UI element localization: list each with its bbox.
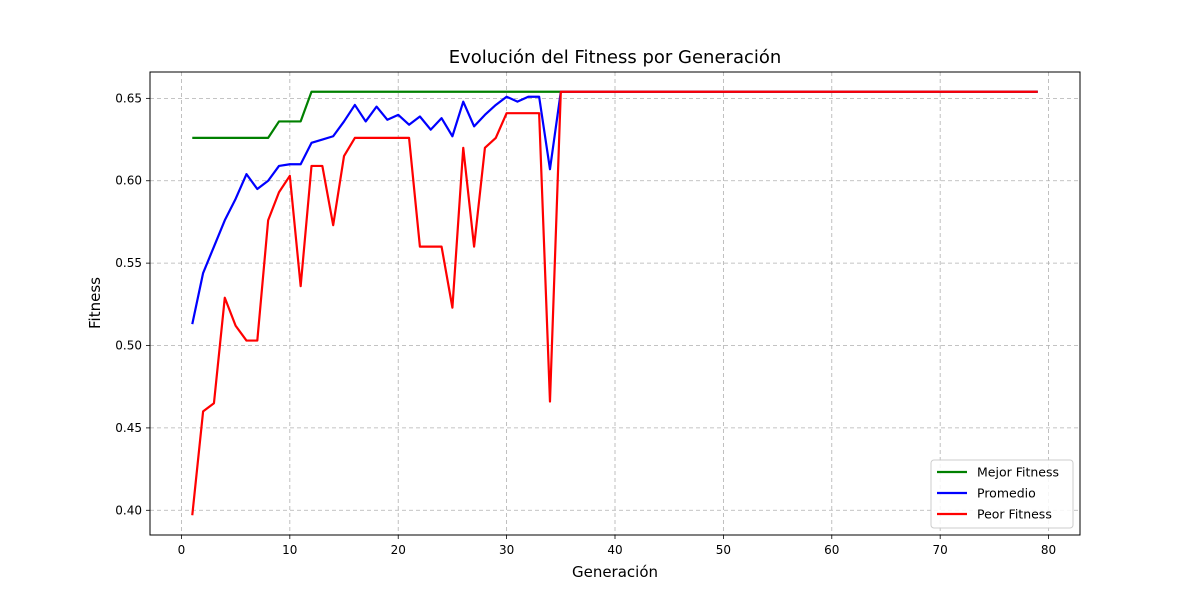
series-lines	[191, 90, 1038, 516]
legend-label-promedio: Promedio	[977, 486, 1036, 501]
y-tick-label: 0.50	[115, 339, 142, 353]
x-tick-label: 10	[282, 543, 297, 557]
legend-box	[930, 459, 1074, 529]
legend-label-peor-fitness: Peor Fitness	[977, 507, 1052, 522]
x-tick-label: 50	[716, 543, 731, 557]
y-tick-label: 0.45	[115, 421, 142, 435]
y-tick-label: 0.65	[115, 91, 142, 105]
legend: Mejor Fitness Promedio Peor Fitness	[930, 459, 1074, 529]
x-axis-ticks: 0 10 20 30 40 50 60 70 80	[178, 535, 1056, 557]
x-tick-label: 70	[933, 543, 948, 557]
x-tick-label: 80	[1041, 543, 1056, 557]
y-axis-ticks: 0.40 0.45 0.50 0.55 0.60 0.65	[115, 91, 150, 517]
y-tick-label: 0.60	[115, 174, 142, 188]
x-tick-label: 20	[391, 543, 406, 557]
series-line-peor-fitness	[191, 90, 1038, 516]
x-tick-label: 40	[607, 543, 622, 557]
x-axis-title: Generación	[572, 563, 658, 581]
series-line-mejor-fitness	[192, 90, 1038, 140]
series-line-promedio	[191, 90, 1038, 325]
legend-label-mejor-fitness: Mejor Fitness	[977, 465, 1059, 480]
x-tick-label: 0	[178, 543, 186, 557]
y-tick-label: 0.40	[115, 503, 142, 517]
chart-title: Evolución del Fitness por Generación	[449, 47, 782, 68]
x-tick-label: 30	[499, 543, 514, 557]
y-tick-label: 0.55	[115, 256, 142, 270]
grid-lines	[150, 72, 1080, 535]
y-axis-title: Fitness	[86, 277, 104, 329]
x-tick-label: 60	[824, 543, 839, 557]
